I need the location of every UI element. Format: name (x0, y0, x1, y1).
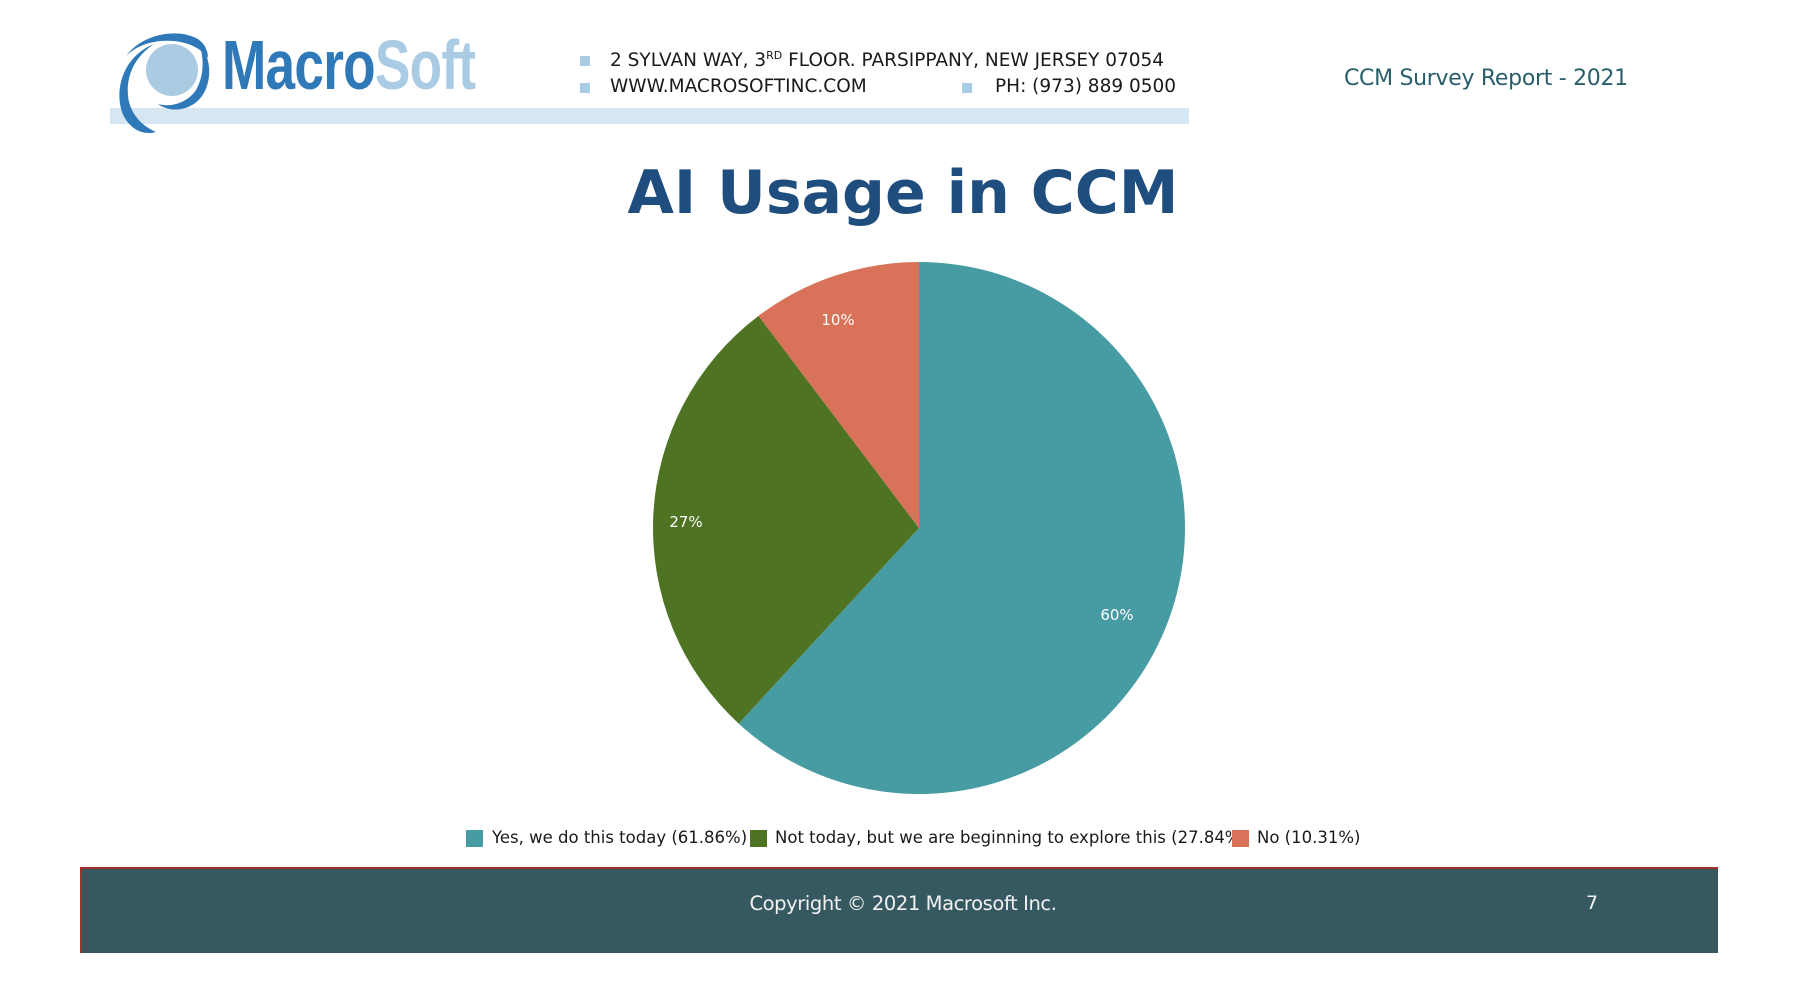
bullet-square-icon (580, 56, 590, 66)
pie-slice-no (758, 262, 919, 528)
macrosoft-logo-text: MacroSoft (222, 30, 476, 100)
legend-label-exploring: Not today, but we are beginning to explo… (775, 828, 1247, 847)
page-title: AI Usage in CCM (627, 158, 1179, 228)
header-accent-bar (110, 108, 1189, 124)
address-city-state: FLOOR. PARSIPPANY, NEW JERSEY 07054 (782, 50, 1165, 71)
pie-slice-yes (738, 262, 1185, 794)
legend-label-yes: Yes, we do this today (61.86%) (492, 828, 748, 847)
slice-label-no: 10% (821, 311, 854, 329)
footer-bar (80, 867, 1718, 953)
address-line: 2 SYLVAN WAY, 3RD FLOOR. PARSIPPANY, NEW… (610, 49, 1165, 74)
bullet-square-icon (962, 83, 972, 93)
address-ordinal-suffix: RD (766, 49, 783, 62)
logo-text-macro: Macro (222, 26, 376, 104)
phone-text: PH: (973) 889 0500 (995, 76, 1177, 97)
legend-label-no: No (10.31%) (1257, 828, 1361, 847)
legend-swatch-yes (466, 830, 483, 847)
legend-swatch-no (1232, 830, 1249, 847)
slice-label-exploring: 27% (669, 513, 702, 531)
legend-swatch-exploring (750, 830, 767, 847)
logo-text-soft: Soft (374, 26, 476, 104)
report-title: CCM Survey Report - 2021 (1344, 66, 1628, 91)
copyright-text: Copyright © 2021 Macrosoft Inc. (749, 892, 1057, 915)
macrosoft-swirl-logo-icon (119, 33, 210, 134)
address-street: 2 SYLVAN WAY, 3 (610, 50, 767, 71)
slice-label-yes: 60% (1100, 606, 1133, 624)
website-text: WWW.MACROSOFTINC.COM (610, 76, 867, 97)
page-number: 7 (1585, 892, 1599, 914)
pie-slice-exploring (653, 315, 919, 724)
bullet-square-icon (580, 83, 590, 93)
